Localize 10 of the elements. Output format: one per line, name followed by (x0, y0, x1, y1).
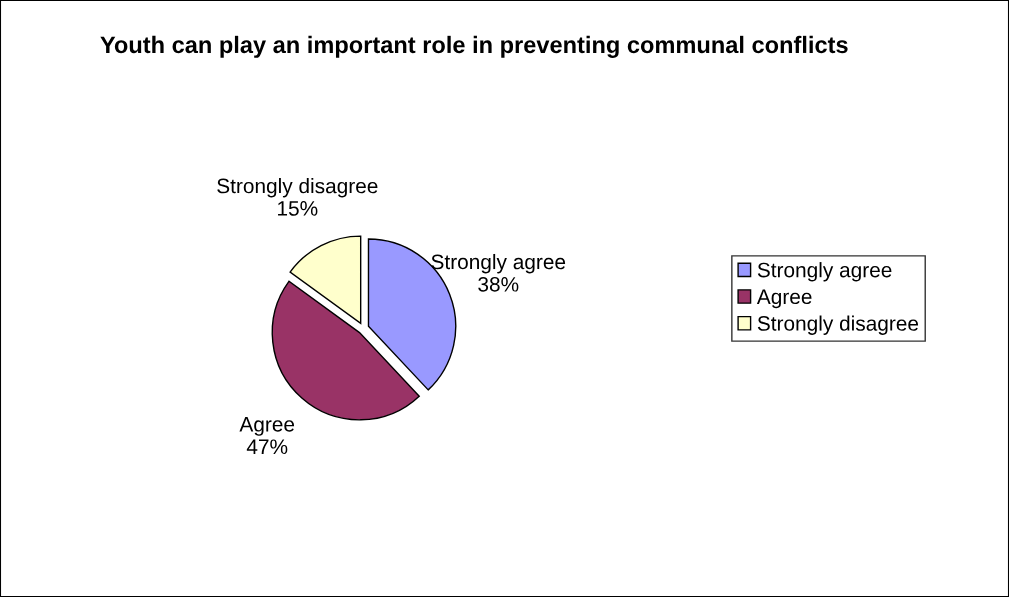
chart-title: Youth can play an important role in preventing communal conflicts (100, 35, 848, 58)
legend-label: Agree (756, 289, 812, 309)
slice-label: Strongly disagree (217, 178, 378, 198)
legend-label: Strongly agree (757, 262, 892, 282)
data-label: 38% (478, 276, 519, 292)
legend-label: Strongly disagree (757, 315, 919, 335)
data-label: 47% (246, 439, 288, 455)
data-label: 15% (278, 201, 318, 216)
slice-label: Agree (239, 417, 295, 436)
slice-label: Strongly agree (431, 253, 566, 274)
